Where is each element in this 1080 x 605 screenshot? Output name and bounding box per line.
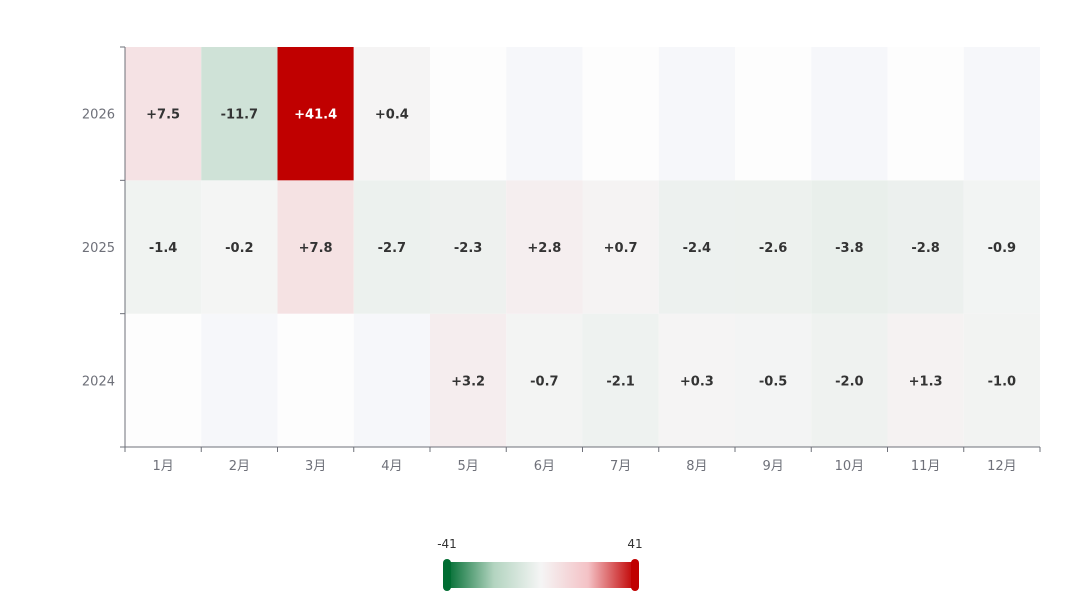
- heatmap-cell-2024-5[interactable]: [430, 313, 507, 447]
- heatmap-cell-2026-4[interactable]: [353, 47, 430, 181]
- heatmap-cell-2025-11[interactable]: [887, 180, 964, 314]
- y-tick-label: 2026: [82, 108, 115, 123]
- cell-value-label: -2.4: [683, 241, 711, 256]
- heatmap-cell-2026-3[interactable]: [277, 47, 354, 181]
- heatmap-cell-2026-12[interactable]: [963, 47, 1040, 181]
- visual-map-min-handle[interactable]: [443, 559, 451, 591]
- cell-value-label: -0.5: [759, 374, 787, 389]
- heatmap-cell-2025-10[interactable]: [811, 180, 888, 314]
- cell-value-label: -2.1: [606, 374, 634, 389]
- visual-map-max-label: 41: [627, 537, 642, 551]
- visual-map-min-label: -41: [437, 537, 457, 551]
- cell-value-label: -3.8: [835, 241, 863, 256]
- heatmap-cell-2025-8[interactable]: [658, 180, 735, 314]
- heatmap-cell-2024-11[interactable]: [887, 313, 964, 447]
- heatmap-cell-2026-7[interactable]: [582, 47, 659, 181]
- cell-value-label: -2.3: [454, 241, 482, 256]
- visual-map-bar: [447, 562, 635, 588]
- cell-value-label: -1.0: [988, 374, 1016, 389]
- cell-value-label: +7.5: [146, 108, 180, 123]
- cell-value-label: +3.2: [451, 374, 485, 389]
- x-tick-label: 3月: [305, 459, 326, 474]
- heatmap-cell-2026-2[interactable]: [201, 47, 278, 181]
- x-tick-label: 4月: [381, 459, 402, 474]
- heatmap-cell-2026-6[interactable]: [506, 47, 583, 181]
- cell-value-label: -0.9: [988, 241, 1016, 256]
- heatmap-cell-2024-4[interactable]: [353, 313, 430, 447]
- x-tick-label: 12月: [987, 459, 1017, 474]
- cell-value-label: +0.7: [604, 241, 638, 256]
- heatmap-cells: +3.2 -0.7 -2.1 +0.3 -0.5 -2.0 +1.3 -1.0 -1.4 -0.2…: [125, 47, 1040, 447]
- heatmap-cell-2025-6[interactable]: [506, 180, 583, 314]
- heatmap-cell-2025-9[interactable]: [735, 180, 812, 314]
- cell-value-label: -2.7: [378, 241, 406, 256]
- heatmap-cell-2024-1[interactable]: [125, 313, 202, 447]
- x-tick-label: 9月: [762, 459, 783, 474]
- x-tick-label: 2月: [229, 459, 250, 474]
- heatmap-cell-2024-6[interactable]: [506, 313, 583, 447]
- heatmap-cell-2025-12[interactable]: [963, 180, 1040, 314]
- visual-map-max-handle[interactable]: [631, 559, 639, 591]
- y-tick-label: 2024: [82, 374, 115, 389]
- y-tick-label: 2025: [82, 241, 115, 256]
- x-tick-label: 11月: [911, 459, 941, 474]
- heatmap-cell-2026-5[interactable]: [430, 47, 507, 181]
- cell-value-label: +41.4: [294, 108, 337, 123]
- heatmap-cell-2026-11[interactable]: [887, 47, 964, 181]
- heatmap-cell-2024-9[interactable]: [735, 313, 812, 447]
- heatmap-cell-2025-2[interactable]: [201, 180, 278, 314]
- heatmap-cell-2024-8[interactable]: [658, 313, 735, 447]
- heatmap-cell-2026-8[interactable]: [658, 47, 735, 181]
- heatmap-cell-2025-5[interactable]: [430, 180, 507, 314]
- heatmap-cell-2024-3[interactable]: [277, 313, 354, 447]
- x-tick-label: 10月: [835, 459, 865, 474]
- heatmap-cell-2025-3[interactable]: [277, 180, 354, 314]
- visual-map[interactable]: -41 41: [437, 537, 643, 591]
- cell-value-label: -2.0: [835, 374, 863, 389]
- cell-value-label: +0.3: [680, 374, 714, 389]
- cell-value-label: -2.6: [759, 241, 787, 256]
- x-tick-label: 7月: [610, 459, 631, 474]
- cell-value-label: -0.2: [225, 241, 253, 256]
- heatmap-cell-2026-1[interactable]: [125, 47, 202, 181]
- x-tick-label: 5月: [457, 459, 478, 474]
- heatmap-cell-2024-7[interactable]: [582, 313, 659, 447]
- heatmap-cell-2026-9[interactable]: [735, 47, 812, 181]
- x-tick-label: 8月: [686, 459, 707, 474]
- heatmap-cell-2024-2[interactable]: [201, 313, 278, 447]
- cell-value-label: +2.8: [527, 241, 561, 256]
- heatmap-cell-2025-4[interactable]: [353, 180, 430, 314]
- cell-value-label: -0.7: [530, 374, 558, 389]
- heatmap-cell-2025-7[interactable]: [582, 180, 659, 314]
- x-tick-label: 6月: [534, 459, 555, 474]
- cell-value-label: -2.8: [911, 241, 939, 256]
- cell-value-label: +1.3: [909, 374, 943, 389]
- cell-value-label: +7.8: [299, 241, 333, 256]
- cell-value-label: +0.4: [375, 108, 409, 123]
- heatmap-cell-2026-10[interactable]: [811, 47, 888, 181]
- heatmap-cell-2025-1[interactable]: [125, 180, 202, 314]
- axes: 2024 2025 2026 1月 2月 3月 4月 5月 6月 7月 8月 9月 10月 11月 12月: [82, 46, 1041, 474]
- heatmap-cell-2024-10[interactable]: [811, 313, 888, 447]
- heatmap-cell-2024-12[interactable]: [963, 313, 1040, 447]
- cell-value-label: -11.7: [221, 108, 258, 123]
- cell-value-label: -1.4: [149, 241, 177, 256]
- x-tick-label: 1月: [152, 459, 173, 474]
